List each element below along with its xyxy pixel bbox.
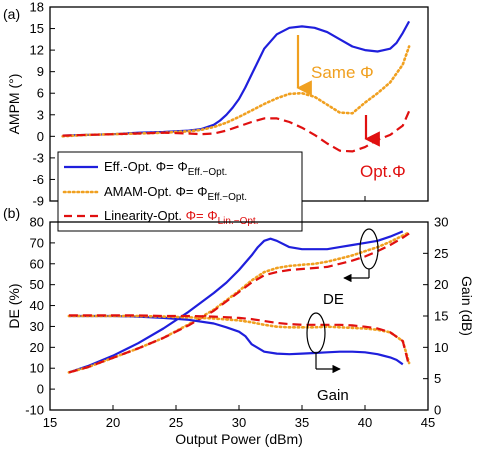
ampm-y-tick-label: 15 <box>30 21 44 36</box>
gain-y-tick-label: 30 <box>434 215 448 230</box>
x-tick-label: 35 <box>295 415 309 430</box>
de-y-tick-label: 60 <box>30 256 44 271</box>
series-line-eff-3 <box>68 314 404 366</box>
series-line-eff-0 <box>68 230 404 374</box>
de-y-tick-label: 70 <box>30 235 44 250</box>
ampm-y-tick-label: 6 <box>37 86 44 101</box>
de-annotation: DE <box>323 291 344 308</box>
x-tick-label: 20 <box>106 415 120 430</box>
ampm-y-tick-label: 3 <box>37 107 44 122</box>
ampm-y-tick-label: 18 <box>30 0 44 15</box>
x-tick-label: 30 <box>232 415 246 430</box>
opt-phi-annotation: Opt.Φ <box>360 162 406 181</box>
x-tick-label: 45 <box>421 415 435 430</box>
de-y-tick-label: 30 <box>30 319 44 334</box>
ampm-y-tick-label: 0 <box>37 129 44 144</box>
series-line-amam-4 <box>67 314 411 365</box>
gain-y-tick-label: 25 <box>434 246 448 261</box>
series-line-lin-2 <box>68 232 410 374</box>
ampm-y-tick-label: -3 <box>32 150 44 165</box>
ampm-y-tick-label: -9 <box>32 194 44 209</box>
de-y-tick-label: 50 <box>30 277 44 292</box>
legend-box <box>57 151 303 232</box>
x-tick-label: 15 <box>43 415 57 430</box>
series-line-amam-1 <box>61 45 411 138</box>
de-gain-series <box>67 230 411 374</box>
de-y-tick-label: 0 <box>37 382 44 397</box>
de-y-tick-label: 80 <box>30 215 44 230</box>
legend-item-amam: AMAM-Opt. Φ= ΦEff.−Opt. <box>104 184 247 203</box>
gain-y-tick-label: 15 <box>434 309 448 324</box>
de-y-tick-label: 20 <box>30 340 44 355</box>
legend-item-eff: Eff.-Opt. Φ= ΦEff.−Opt. <box>104 159 227 178</box>
series-line-lin-5 <box>68 314 411 367</box>
ampm-y-tick-label: 12 <box>30 43 44 58</box>
ampm-y-tick-label: 9 <box>37 64 44 79</box>
de-gain-plot-frame <box>49 221 429 411</box>
ampm-y-tick-label: -6 <box>32 172 44 187</box>
ampm-y-axis-label: AMPM (°) <box>6 74 22 135</box>
gain-y-tick-label: 20 <box>434 277 448 292</box>
same-phi-annotation: Same Φ <box>311 63 374 82</box>
de-y-tick-label: 10 <box>30 361 44 376</box>
de-y-tick-label: 40 <box>30 298 44 313</box>
gain-y-tick-label: 10 <box>434 340 448 355</box>
x-tick-label: 25 <box>169 415 183 430</box>
chart-ampm: (a) 18 15 12 9 6 3 0 -3 -6 -9 AMPM (°) Same Φ Opt… <box>3 0 429 232</box>
x-axis-label: Output Power (dBm) <box>175 431 303 447</box>
ampm-y-ticks: 18 15 12 9 6 3 0 -3 -6 -9 <box>30 0 366 209</box>
ampm-series <box>61 20 411 153</box>
de-y-tick-label: -10 <box>25 403 44 418</box>
gain-y-axis-label: Gain (dB) <box>459 276 475 336</box>
panel-label-a: (a) <box>3 6 20 22</box>
gain-annotation: Gain <box>317 387 349 404</box>
de-y-axis-label: DE (%) <box>6 283 22 328</box>
x-tick-label: 40 <box>358 415 372 430</box>
panel-label-b: (b) <box>3 205 20 221</box>
gain-y-tick-label: 0 <box>434 403 441 418</box>
ampm-legend: Eff.-Opt. Φ= ΦEff.−Opt. AMAM-Opt. Φ= ΦEf… <box>57 151 303 232</box>
gain-y-tick-label: 5 <box>434 371 441 386</box>
gain-group-ellipse <box>306 312 326 354</box>
